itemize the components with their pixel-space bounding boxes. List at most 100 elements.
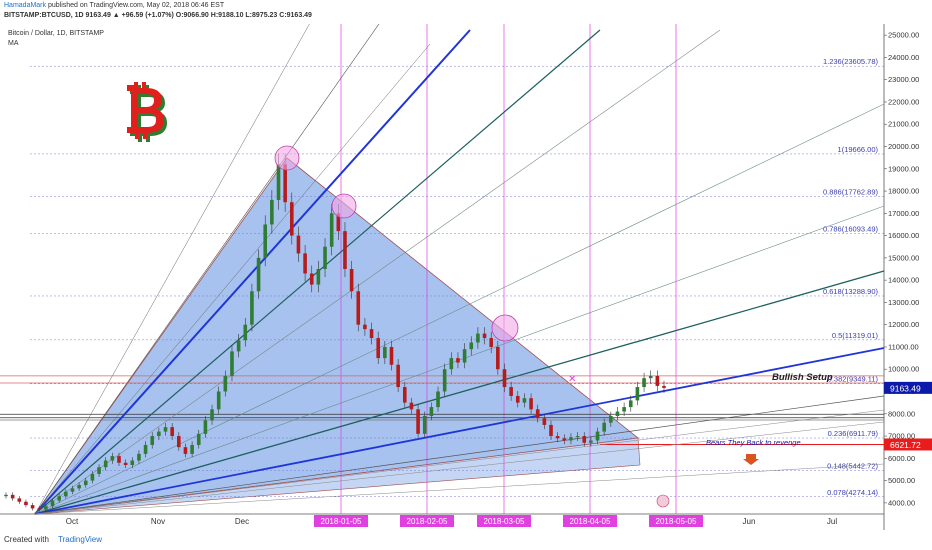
candle bbox=[130, 457, 135, 469]
candle-body bbox=[44, 506, 48, 510]
candle bbox=[648, 370, 653, 384]
candle bbox=[569, 433, 573, 445]
date-tag bbox=[563, 515, 617, 527]
candle-body bbox=[283, 164, 287, 203]
candle bbox=[216, 386, 221, 414]
x-tick-label: Oct bbox=[66, 517, 79, 526]
candle-body bbox=[30, 505, 35, 509]
y-tick-label: 23000.00 bbox=[888, 75, 919, 84]
candle-body bbox=[110, 456, 115, 461]
candle-body bbox=[130, 460, 135, 465]
candle-body bbox=[509, 387, 513, 396]
chart-title: Bitcoin / Dollar, 1D, BITSTAMP bbox=[8, 30, 104, 37]
candle bbox=[416, 404, 420, 438]
candle bbox=[157, 427, 161, 440]
candle-body bbox=[177, 436, 181, 448]
author-link[interactable]: HamadaMark bbox=[4, 2, 47, 9]
candle bbox=[609, 411, 613, 427]
candle-body bbox=[482, 333, 487, 339]
candle-body bbox=[442, 369, 447, 392]
x-tick-label: Dec bbox=[235, 517, 249, 526]
candle-body bbox=[642, 378, 646, 388]
candle-body bbox=[123, 462, 128, 465]
candle-body bbox=[555, 436, 560, 439]
candle bbox=[323, 238, 327, 278]
candle bbox=[44, 504, 48, 512]
y-tick-label: 7000.00 bbox=[888, 432, 915, 441]
y-tick-label: 21000.00 bbox=[888, 120, 919, 129]
candle-body bbox=[349, 269, 354, 292]
candle bbox=[223, 370, 228, 397]
tradingview-brand-link[interactable]: TradingView bbox=[58, 535, 103, 544]
candle bbox=[396, 359, 400, 393]
candle bbox=[595, 427, 600, 445]
candle-body bbox=[250, 291, 254, 325]
candle-body bbox=[628, 400, 633, 408]
candle-body bbox=[256, 257, 261, 292]
candle-body bbox=[356, 291, 361, 325]
candle-body bbox=[456, 358, 460, 363]
candle bbox=[123, 459, 128, 469]
y-tick-label: 15000.00 bbox=[888, 253, 919, 262]
candle-body bbox=[462, 349, 467, 363]
candle-body bbox=[383, 346, 387, 359]
candle-body bbox=[223, 375, 228, 392]
fib-level-label: 0.786(16093.49) bbox=[823, 225, 879, 234]
candle bbox=[349, 260, 354, 299]
fan-line bbox=[34, 24, 310, 515]
candle-body bbox=[343, 231, 347, 269]
indicator-label[interactable]: MA bbox=[8, 40, 19, 47]
candle-body bbox=[10, 494, 15, 499]
date-tag bbox=[477, 515, 531, 527]
candle bbox=[522, 393, 527, 408]
candle bbox=[203, 416, 208, 438]
candle-body bbox=[243, 324, 248, 341]
candle bbox=[589, 436, 593, 447]
candle-body bbox=[150, 436, 155, 445]
candle bbox=[110, 452, 115, 464]
down-arrow-icon bbox=[743, 454, 759, 465]
date-tag-label: 2018-05-05 bbox=[656, 517, 697, 526]
fan-line bbox=[34, 43, 431, 515]
annotation-bullish: Bullish Setup bbox=[772, 372, 833, 383]
fib-level-label: 0.236(6911.79) bbox=[828, 429, 879, 438]
candle bbox=[289, 192, 294, 245]
date-tag-label: 2018-04-05 bbox=[570, 517, 611, 526]
candle-body bbox=[157, 431, 161, 437]
candle bbox=[196, 429, 201, 449]
candle bbox=[442, 363, 447, 397]
candle-body bbox=[323, 246, 327, 269]
y-tick-label: 6000.00 bbox=[888, 454, 915, 463]
candle-body bbox=[57, 496, 61, 501]
candle bbox=[549, 420, 553, 440]
fib-level-label: 0.382(9349.11) bbox=[828, 375, 879, 384]
candle-body bbox=[549, 424, 553, 437]
y-tick-label: 25000.00 bbox=[888, 31, 919, 40]
price-chart[interactable]: 4000.005000.006000.007000.008000.009000.… bbox=[0, 24, 932, 530]
candle bbox=[356, 283, 361, 332]
candle-body bbox=[542, 418, 547, 425]
fan-line bbox=[34, 24, 380, 515]
candle-body bbox=[296, 235, 301, 254]
candle bbox=[555, 432, 560, 443]
candle-body bbox=[436, 391, 440, 408]
candle bbox=[103, 457, 108, 471]
candle-body bbox=[429, 407, 434, 416]
candle-body bbox=[50, 500, 55, 507]
candle bbox=[363, 318, 367, 336]
peak-circle-highlight bbox=[331, 193, 357, 219]
candle bbox=[150, 432, 155, 449]
candle-body bbox=[329, 213, 334, 247]
candle-body bbox=[622, 407, 626, 412]
candle bbox=[37, 506, 42, 512]
candle bbox=[250, 283, 254, 332]
candle-body bbox=[635, 387, 640, 401]
publish-header: HamadaMark published on TradingView.com,… bbox=[0, 0, 932, 24]
candle bbox=[615, 407, 620, 421]
fib-level-label: 1(19666.00) bbox=[838, 145, 879, 154]
publish-line: HamadaMark published on TradingView.com,… bbox=[4, 2, 224, 9]
candle bbox=[57, 493, 61, 503]
fan-line bbox=[34, 103, 885, 515]
candle-body bbox=[609, 416, 613, 423]
candle bbox=[369, 322, 374, 345]
